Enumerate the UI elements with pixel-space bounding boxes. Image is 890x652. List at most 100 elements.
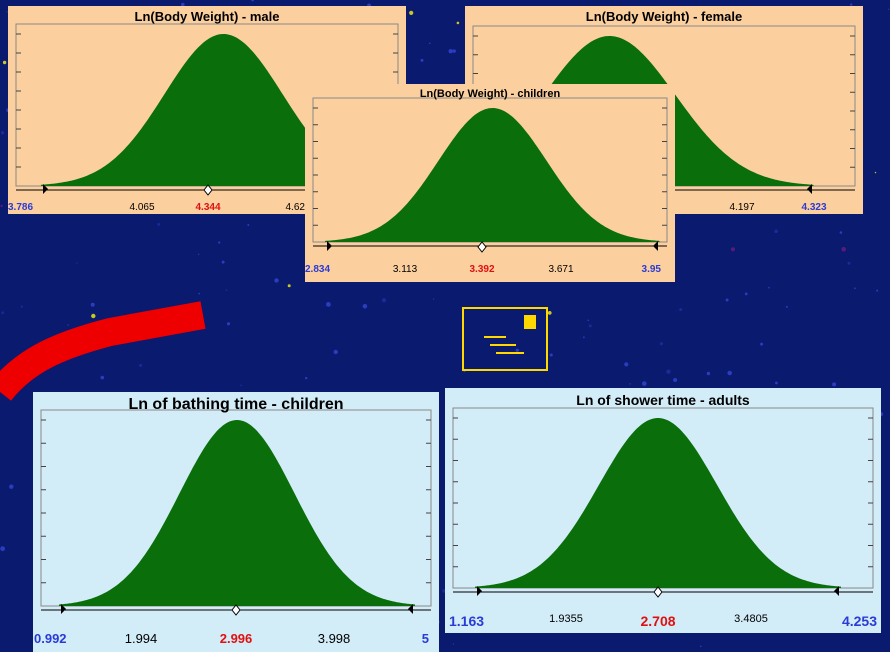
tick-label: 3.998 [317, 631, 351, 646]
star [225, 289, 228, 291]
tick-label: 3.113 [392, 264, 418, 275]
chart-panel-shower: Ln of shower time - adults 1.163 1.9355 … [445, 388, 881, 633]
star [854, 287, 856, 290]
star [583, 336, 585, 339]
tick-label: 5 [421, 631, 429, 646]
tick-label: 4.323 [801, 202, 827, 213]
range-handle [43, 184, 48, 194]
star [874, 171, 877, 174]
star [673, 378, 678, 382]
star [841, 247, 846, 252]
star [0, 131, 5, 135]
star [157, 223, 161, 226]
star [198, 253, 200, 255]
star [2, 60, 7, 65]
star [452, 49, 456, 53]
star [409, 10, 414, 15]
star [456, 21, 460, 25]
range-handle [61, 604, 66, 614]
star [6, 10, 8, 13]
tick-label: 1.9355 [549, 613, 583, 625]
tick-label: 3.671 [548, 264, 574, 275]
star [247, 224, 250, 226]
range-handle [408, 604, 413, 614]
tick-label: 0.992 [34, 631, 67, 646]
star [0, 204, 3, 208]
star [679, 308, 683, 312]
tick-label: 3.4805 [734, 613, 768, 625]
tick-label: 1.163 [449, 613, 485, 629]
star [547, 311, 552, 315]
tick-label: 4.623 [285, 202, 311, 213]
tick-label: 4.197 [729, 202, 755, 213]
chart-title: Ln of bathing time - children [128, 396, 344, 413]
star [642, 381, 647, 386]
chart-panel-children-weight: Ln(Body Weight) - children 2.834 3.113 3… [305, 84, 675, 282]
tick-label: 3.392 [469, 264, 495, 275]
star [744, 292, 748, 296]
star [448, 49, 453, 54]
star [847, 261, 851, 265]
star [775, 381, 778, 385]
star [760, 342, 764, 346]
tick-label: 3.95 [641, 264, 661, 275]
star [549, 353, 553, 357]
star [226, 322, 231, 326]
star [326, 302, 331, 307]
tick-label: 3.786 [8, 202, 34, 213]
tick-label: 2.708 [640, 613, 676, 629]
star [624, 362, 629, 367]
star [91, 313, 96, 319]
star [221, 260, 225, 264]
chart-plot [312, 97, 668, 253]
chart-panel-bathing: Ln of bathing time - children 0.992 1.99… [33, 392, 439, 652]
star [725, 298, 729, 302]
chart-title: Ln(Body Weight) - male [134, 9, 280, 24]
chart-title: Ln(Body Weight) - female [585, 9, 743, 24]
mean-marker [477, 241, 487, 253]
star [274, 278, 279, 283]
star [774, 229, 778, 234]
star [90, 302, 95, 307]
star [381, 298, 387, 303]
mean-marker [231, 604, 241, 616]
star [305, 376, 308, 380]
star [20, 305, 23, 308]
star [442, 589, 446, 593]
mean-marker [203, 184, 213, 196]
star [850, 3, 853, 6]
range-handle [807, 184, 812, 194]
tick-label: 4.065 [129, 202, 155, 213]
star [139, 363, 143, 367]
star [420, 58, 424, 62]
range-handle [834, 586, 839, 596]
star [67, 324, 70, 327]
star [333, 349, 338, 355]
density-area [325, 108, 660, 242]
tick-label: 1.994 [124, 631, 158, 646]
star [9, 484, 14, 489]
density-area [59, 420, 415, 606]
chart-plot [452, 407, 874, 598]
star [839, 231, 843, 234]
star [659, 342, 663, 346]
star [768, 286, 770, 289]
tick-label: 2.996 [219, 631, 253, 646]
star [706, 371, 711, 376]
density-area [475, 418, 841, 588]
tick-label: 2.834 [305, 264, 331, 275]
star [240, 384, 242, 386]
star [785, 305, 788, 308]
star [76, 262, 78, 264]
chart-title: Ln of shower time - adults [576, 392, 750, 408]
range-handle [327, 241, 332, 251]
star [218, 241, 221, 244]
tick-label: 4.344 [195, 202, 221, 213]
star [629, 383, 631, 385]
star [727, 370, 732, 376]
star [588, 324, 592, 328]
range-handle [653, 241, 658, 251]
chart-plot [40, 409, 432, 616]
mean-marker [653, 586, 663, 598]
